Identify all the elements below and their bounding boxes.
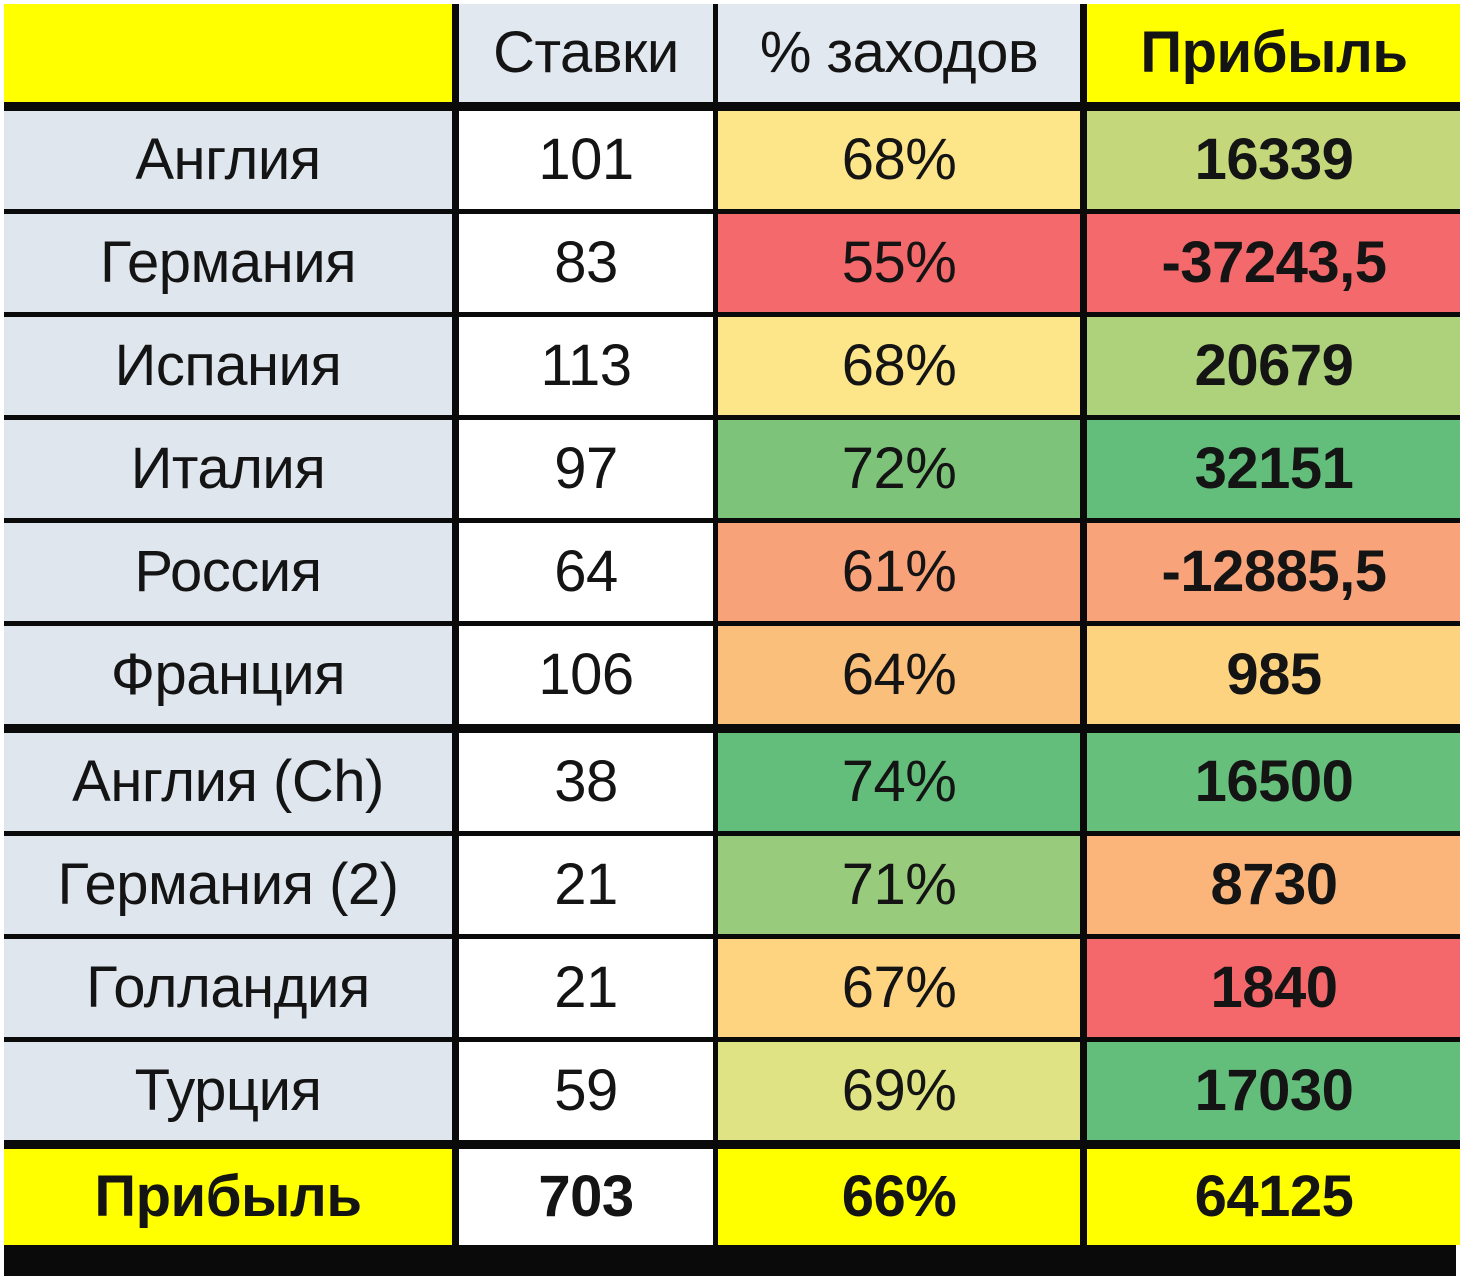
total-row: Прибыль 703 66% 64125 xyxy=(4,1149,1460,1245)
bets-cell[interactable]: 106 xyxy=(459,626,718,733)
table-row: Голландия 21 67% 1840 xyxy=(4,939,1460,1042)
header-corner-cell[interactable] xyxy=(4,4,459,111)
table-row: Франция 106 64% 985 xyxy=(4,626,1460,733)
header-hit-rate[interactable]: % заходов xyxy=(718,4,1087,111)
table-row: Англия 101 68% 16339 xyxy=(4,111,1460,214)
table-row: Турция 59 69% 17030 xyxy=(4,1042,1460,1149)
country-cell[interactable]: Испания xyxy=(4,317,459,420)
country-cell[interactable]: Турция xyxy=(4,1042,459,1149)
profit-cell[interactable]: 20679 xyxy=(1087,317,1460,420)
header-row: Ставки % заходов Прибыль xyxy=(4,4,1460,111)
table-row: Англия (Ch) 38 74% 16500 xyxy=(4,733,1460,836)
hit-rate-cell[interactable]: 74% xyxy=(718,733,1087,836)
hit-rate-cell[interactable]: 68% xyxy=(718,317,1087,420)
table-row: Испания 113 68% 20679 xyxy=(4,317,1460,420)
table-row: Германия 83 55% -37243,5 xyxy=(4,214,1460,317)
bets-cell[interactable]: 113 xyxy=(459,317,718,420)
profit-cell[interactable]: 17030 xyxy=(1087,1042,1460,1149)
bets-cell[interactable]: 38 xyxy=(459,733,718,836)
country-cell[interactable]: Франция xyxy=(4,626,459,733)
total-profit-cell[interactable]: 64125 xyxy=(1087,1149,1460,1245)
hit-rate-cell[interactable]: 64% xyxy=(718,626,1087,733)
country-cell[interactable]: Англия xyxy=(4,111,459,214)
profit-cell[interactable]: 8730 xyxy=(1087,836,1460,939)
country-cell[interactable]: Голландия xyxy=(4,939,459,1042)
hit-rate-cell[interactable]: 72% xyxy=(718,420,1087,523)
profit-cell[interactable]: 1840 xyxy=(1087,939,1460,1042)
bets-cell[interactable]: 97 xyxy=(459,420,718,523)
profit-cell[interactable]: 985 xyxy=(1087,626,1460,733)
country-cell[interactable]: Германия (2) xyxy=(4,836,459,939)
spreadsheet-table: Ставки % заходов Прибыль Англия 101 68% … xyxy=(4,4,1460,1276)
hit-rate-cell[interactable]: 71% xyxy=(718,836,1087,939)
total-bets-cell[interactable]: 703 xyxy=(459,1149,718,1245)
bets-cell[interactable]: 21 xyxy=(459,836,718,939)
header-bets[interactable]: Ставки xyxy=(459,4,718,111)
bets-cell[interactable]: 83 xyxy=(459,214,718,317)
betting-stats-table: Ставки % заходов Прибыль Англия 101 68% … xyxy=(4,4,1460,1245)
total-hit-rate-cell[interactable]: 66% xyxy=(718,1149,1087,1245)
country-cell[interactable]: Германия xyxy=(4,214,459,317)
bets-cell[interactable]: 21 xyxy=(459,939,718,1042)
hit-rate-cell[interactable]: 69% xyxy=(718,1042,1087,1149)
hit-rate-cell[interactable]: 55% xyxy=(718,214,1087,317)
country-cell[interactable]: Англия (Ch) xyxy=(4,733,459,836)
hit-rate-cell[interactable]: 67% xyxy=(718,939,1087,1042)
table-row: Германия (2) 21 71% 8730 xyxy=(4,836,1460,939)
country-cell[interactable]: Италия xyxy=(4,420,459,523)
hit-rate-cell[interactable]: 61% xyxy=(718,523,1087,626)
profit-cell[interactable]: 32151 xyxy=(1087,420,1460,523)
bets-cell[interactable]: 64 xyxy=(459,523,718,626)
total-label-cell[interactable]: Прибыль xyxy=(4,1149,459,1245)
profit-cell[interactable]: -37243,5 xyxy=(1087,214,1460,317)
profit-cell[interactable]: 16500 xyxy=(1087,733,1460,836)
header-profit[interactable]: Прибыль xyxy=(1087,4,1460,111)
hit-rate-cell[interactable]: 68% xyxy=(718,111,1087,214)
table-row: Россия 64 61% -12885,5 xyxy=(4,523,1460,626)
country-cell[interactable]: Россия xyxy=(4,523,459,626)
profit-cell[interactable]: 16339 xyxy=(1087,111,1460,214)
bets-cell[interactable]: 59 xyxy=(459,1042,718,1149)
bets-cell[interactable]: 101 xyxy=(459,111,718,214)
profit-cell[interactable]: -12885,5 xyxy=(1087,523,1460,626)
table-row: Италия 97 72% 32151 xyxy=(4,420,1460,523)
